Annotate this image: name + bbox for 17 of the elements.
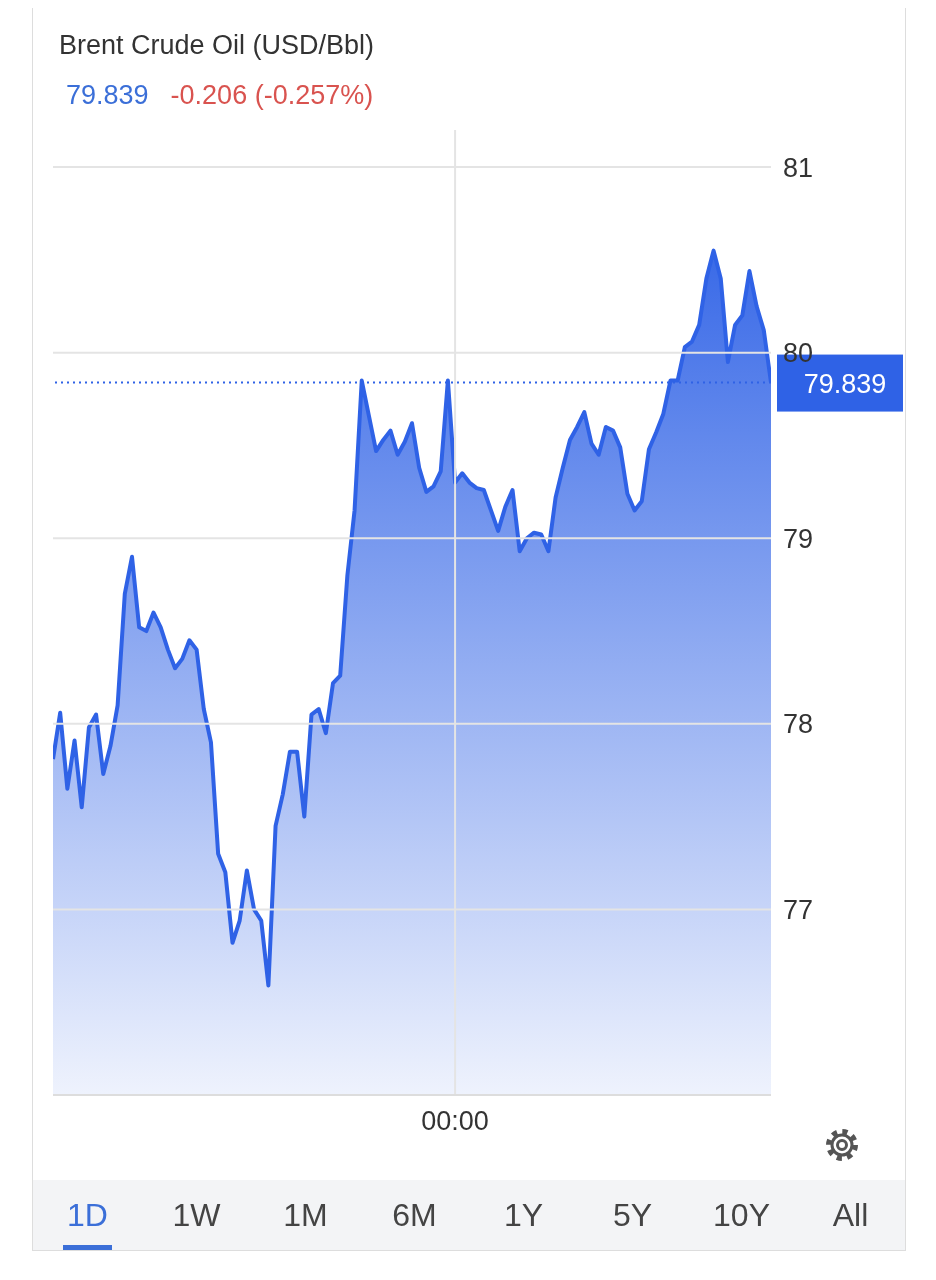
- text: All: [831, 1196, 870, 1235]
- y-tick-label: 81: [783, 152, 814, 183]
- ref-line-label: 79.839: [803, 368, 887, 399]
- x-tick-label: 00:00: [421, 1106, 489, 1137]
- text: 5Y: [611, 1196, 654, 1235]
- chart-title: Brent Crude Oil (USD/Bbl): [59, 30, 375, 61]
- chart-subtitle: 79.839: [66, 80, 149, 110]
- y-tick-label: 79: [783, 523, 814, 554]
- text: 1Y: [502, 1196, 545, 1235]
- text: 1D: [66, 1196, 109, 1235]
- text: 6M: [391, 1196, 438, 1235]
- text: 1M: [282, 1196, 329, 1235]
- y-tick-label: 78: [783, 709, 814, 740]
- text: 1W: [171, 1196, 222, 1235]
- text: 10Y: [712, 1196, 771, 1235]
- y-tick-label: 77: [783, 895, 814, 926]
- text: -0.206 (-0.257%): [170, 80, 374, 110]
